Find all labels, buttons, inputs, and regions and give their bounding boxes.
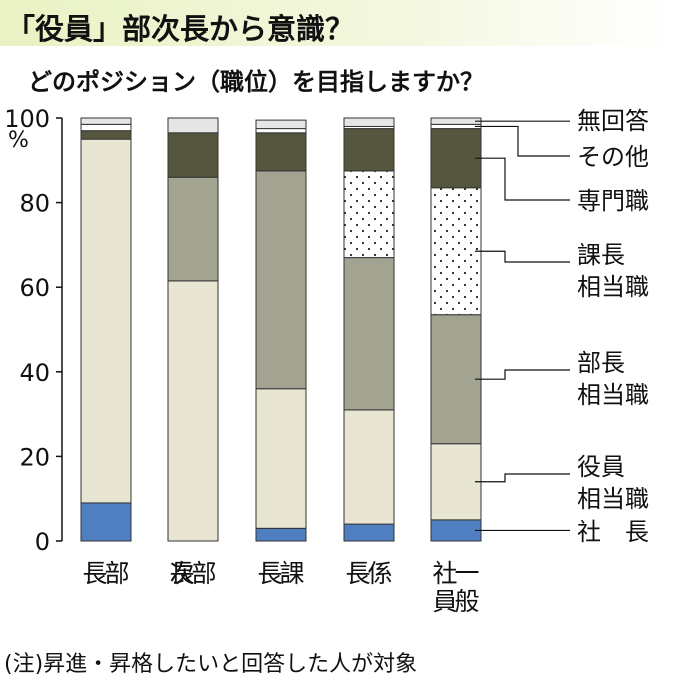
category-label: 課 [279, 559, 304, 588]
legend-label: 相当職 [577, 381, 649, 409]
legend-label: 役員 [577, 453, 625, 481]
bar-segment [80, 123, 132, 132]
category-label: 長 [82, 559, 107, 588]
title-band [0, 0, 680, 46]
bar-segment [343, 409, 395, 525]
legend-label: 課長 [577, 241, 625, 269]
bar-segment [343, 128, 395, 172]
bar-segment [167, 117, 219, 134]
bar-segment [430, 117, 482, 125]
bar-segment [255, 128, 307, 134]
category-label: 一 [454, 559, 479, 588]
legend-label: 相当職 [577, 273, 649, 301]
legend-label: その他 [577, 143, 649, 171]
y-tick-label: 20 [19, 443, 50, 471]
bar-segment [255, 170, 307, 390]
bar-segment [430, 314, 482, 445]
category-label: 長 [345, 559, 370, 588]
footnote: (注)昇進・昇格したいと回答した人が対象 [4, 652, 418, 677]
y-tick-label: 60 [19, 274, 50, 302]
y-tick-label: 100 [4, 105, 50, 133]
y-axis-unit: % [8, 128, 29, 153]
bar-segment [430, 519, 482, 542]
bar-segment [167, 176, 219, 282]
bar-segment [80, 502, 132, 542]
chart-subtitle: どのポジション（職位）を目指しますか？ [28, 68, 484, 96]
y-tick-label: 0 [35, 528, 50, 556]
category-label: 係 [367, 559, 392, 588]
category-label: 長 [257, 559, 282, 588]
category-label: 部 [104, 559, 129, 588]
bar-segment [343, 170, 395, 259]
bar-segment [255, 119, 307, 130]
category-label: 員 [432, 587, 457, 616]
bar-segment [430, 443, 482, 521]
legend-leader [475, 250, 570, 263]
category-label: 次 [169, 559, 194, 588]
legend-label: 部長 [577, 349, 625, 377]
legend-leader [475, 157, 570, 201]
category-label: 般 [454, 587, 479, 616]
bar-segment [255, 132, 307, 172]
bar-segment [80, 138, 132, 504]
bar-segment [80, 130, 132, 140]
bar-segment [343, 523, 395, 542]
bar-segment [167, 132, 219, 178]
chart-title: 「役員」部次長から意識？ [6, 12, 355, 46]
bar-segment [430, 128, 482, 189]
category-label: 社 [432, 559, 457, 588]
bar-segment [430, 123, 482, 130]
bar-segment [167, 280, 219, 542]
bar-segment [255, 527, 307, 542]
bar-segment [430, 187, 482, 316]
legend-label: 相当職 [577, 485, 649, 513]
bar-segment [343, 257, 395, 411]
bar-segment [80, 117, 132, 125]
bar-segment [255, 388, 307, 529]
legend-label: 社 長 [577, 518, 649, 546]
legend-leader [475, 369, 570, 380]
category-label: 部 [191, 559, 216, 588]
category-label: 長 [169, 559, 194, 588]
y-tick-label: 80 [19, 190, 50, 218]
legend-label: 無回答 [577, 107, 649, 135]
legend-label: 専門職 [577, 187, 649, 215]
legend-leader [475, 473, 570, 483]
bar-segment [343, 117, 395, 127]
y-tick-label: 40 [19, 359, 50, 387]
legend-leader [475, 125, 570, 157]
